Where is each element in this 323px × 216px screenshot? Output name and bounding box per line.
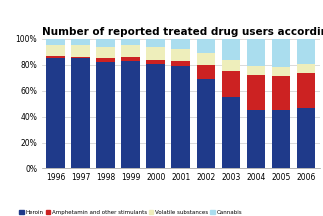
Bar bbox=[71, 58, 90, 168]
Bar bbox=[172, 49, 190, 61]
Bar bbox=[222, 71, 240, 97]
Bar bbox=[97, 47, 115, 58]
Bar bbox=[121, 45, 140, 57]
Bar bbox=[172, 39, 190, 49]
Legend: Heroin, Amphetamin and other stimulants, Volatile substances, Cannabis: Heroin, Amphetamin and other stimulants,… bbox=[17, 208, 245, 216]
Bar bbox=[71, 39, 90, 45]
Bar bbox=[196, 53, 215, 65]
Bar bbox=[297, 39, 315, 64]
Bar bbox=[272, 76, 290, 110]
Bar bbox=[146, 60, 165, 64]
Bar bbox=[246, 39, 265, 66]
Bar bbox=[222, 97, 240, 168]
Bar bbox=[146, 64, 165, 168]
Bar bbox=[71, 45, 90, 57]
Bar bbox=[47, 45, 65, 56]
Bar bbox=[121, 57, 140, 61]
Bar bbox=[297, 64, 315, 73]
Bar bbox=[146, 39, 165, 47]
Bar bbox=[71, 57, 90, 58]
Bar bbox=[47, 56, 65, 58]
Bar bbox=[121, 39, 140, 45]
Bar bbox=[47, 39, 65, 45]
Bar bbox=[297, 73, 315, 108]
Bar bbox=[272, 39, 290, 67]
Bar bbox=[246, 66, 265, 75]
Bar bbox=[246, 110, 265, 168]
Bar bbox=[297, 108, 315, 168]
Bar bbox=[196, 39, 215, 53]
Bar bbox=[121, 61, 140, 168]
Bar bbox=[222, 60, 240, 71]
Bar bbox=[47, 58, 65, 168]
Bar bbox=[172, 66, 190, 168]
Bar bbox=[97, 62, 115, 168]
Bar bbox=[272, 67, 290, 76]
Bar bbox=[246, 75, 265, 110]
Text: Number of reported treated drug users according to primary drugs: Number of reported treated drug users ac… bbox=[42, 27, 323, 37]
Bar bbox=[196, 65, 215, 79]
Bar bbox=[196, 79, 215, 168]
Bar bbox=[146, 47, 165, 60]
Bar bbox=[97, 58, 115, 62]
Bar bbox=[272, 110, 290, 168]
Bar bbox=[222, 39, 240, 60]
Bar bbox=[97, 39, 115, 47]
Bar bbox=[172, 61, 190, 66]
